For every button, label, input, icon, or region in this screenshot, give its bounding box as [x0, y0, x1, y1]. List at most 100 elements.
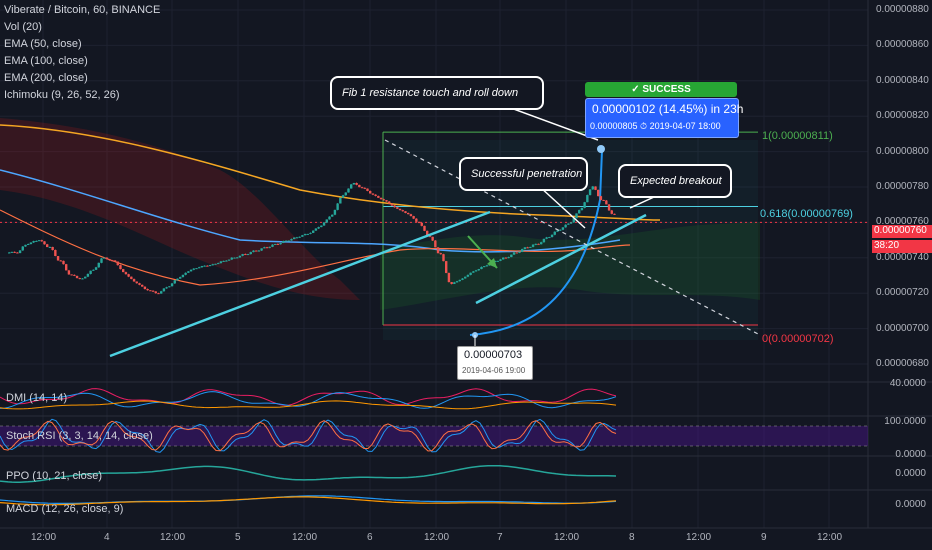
candle [461, 277, 464, 281]
breakout-callout[interactable]: Expected breakout [618, 164, 732, 198]
candle [149, 290, 152, 292]
candle [605, 200, 608, 205]
candle [499, 258, 502, 262]
candle [545, 236, 548, 240]
candle [504, 257, 508, 259]
trendline-1 [109, 210, 491, 358]
candle [255, 250, 258, 252]
candle [358, 184, 361, 188]
candle [75, 275, 79, 279]
legend-ema200[interactable]: EMA (200, close) [4, 72, 88, 84]
candle [157, 292, 160, 295]
time-tick: 12:00 [554, 532, 580, 543]
candle [586, 194, 589, 203]
candle [599, 195, 603, 201]
candle [306, 233, 309, 235]
time-tick: 12:00 [292, 532, 318, 543]
macd-label[interactable]: MACD (12, 26, close, 9) [6, 503, 124, 515]
penetration-callout[interactable]: Successful penetration [459, 157, 588, 191]
candle [282, 240, 285, 244]
time-tick: 12:00 [817, 532, 843, 543]
candle [575, 213, 578, 219]
legend-ichimoku[interactable]: Ichimoku (9, 26, 52, 26) [4, 89, 120, 101]
legend-ema50[interactable]: EMA (50, close) [4, 38, 82, 50]
candle [602, 199, 605, 201]
stoch-label[interactable]: Stoch RSI (3, 3, 14, 14, close) [6, 430, 153, 442]
indicator-panes [0, 388, 868, 506]
legend-vol[interactable]: Vol (20) [4, 21, 42, 33]
candle [138, 282, 141, 286]
candle [347, 188, 350, 193]
candle [515, 252, 518, 254]
candle [233, 257, 236, 259]
candle [472, 270, 475, 273]
legend-ema100[interactable]: EMA (100, close) [4, 55, 88, 67]
ppo-label[interactable]: PPO (10, 21, close) [6, 470, 102, 482]
candle [274, 243, 277, 245]
candle [396, 206, 399, 209]
low-price-box[interactable]: 0.00000703 2019-04-06 19:00 [457, 346, 533, 380]
candle [485, 264, 489, 267]
candle [580, 207, 584, 211]
candle [469, 272, 472, 276]
candle [431, 236, 434, 242]
candle [325, 219, 328, 224]
candle [312, 230, 315, 234]
candle [550, 234, 554, 238]
dmi-label[interactable]: DMI (14, 14) [6, 392, 68, 404]
candle [16, 252, 19, 254]
candle [219, 261, 223, 264]
candle [70, 274, 73, 276]
candle [561, 227, 565, 231]
candle [390, 203, 394, 206]
candle [518, 251, 521, 254]
price-tick: 0.00000780 [876, 181, 929, 192]
candle [84, 276, 87, 279]
gain-info-box[interactable]: 0.00000102 (14.45%) in 23h 0.00000805 ⏱ … [585, 98, 743, 138]
candle [92, 269, 95, 271]
candle [29, 242, 33, 245]
candle [309, 232, 312, 235]
moving-averages [0, 124, 661, 336]
candle [366, 188, 369, 192]
candle [382, 198, 385, 201]
candle [111, 259, 114, 262]
candle [388, 201, 391, 204]
candle [154, 291, 157, 294]
candle [531, 244, 535, 248]
candle [290, 238, 293, 241]
low-value: 0.00000703 [464, 349, 523, 361]
candle [105, 257, 109, 260]
candle [507, 256, 510, 259]
price-tick: 0.00000800 [876, 145, 929, 157]
candle [301, 234, 304, 237]
time-tick: 12:00 [31, 532, 57, 543]
ppo-axis-value: 0.0000 [895, 468, 926, 479]
candle [43, 241, 46, 245]
candle [244, 253, 247, 256]
price-tick: 0.00000860 [876, 39, 929, 51]
candle [89, 270, 92, 275]
stoch-axis-bottom: 0.0000 [895, 449, 926, 460]
fib-callout[interactable]: Fib 1 resistance touch and roll down [330, 76, 544, 110]
candle [181, 274, 185, 278]
candle [483, 266, 486, 268]
candle [398, 208, 402, 211]
candle [284, 240, 288, 242]
candle [352, 182, 356, 185]
candle [200, 265, 204, 268]
price-tick: 0.00000820 [876, 110, 929, 122]
candle [317, 226, 320, 229]
candle [173, 279, 176, 284]
candle [170, 282, 174, 287]
candle [512, 251, 516, 256]
candle [567, 223, 570, 225]
candle [295, 236, 299, 239]
candle [559, 229, 562, 231]
candle [453, 281, 456, 285]
symbol-title: Viberate / Bitcoin, 60, BINANCE [4, 4, 161, 16]
candle [510, 254, 513, 258]
candle [521, 248, 524, 253]
candle [8, 251, 11, 254]
candle [135, 281, 138, 284]
